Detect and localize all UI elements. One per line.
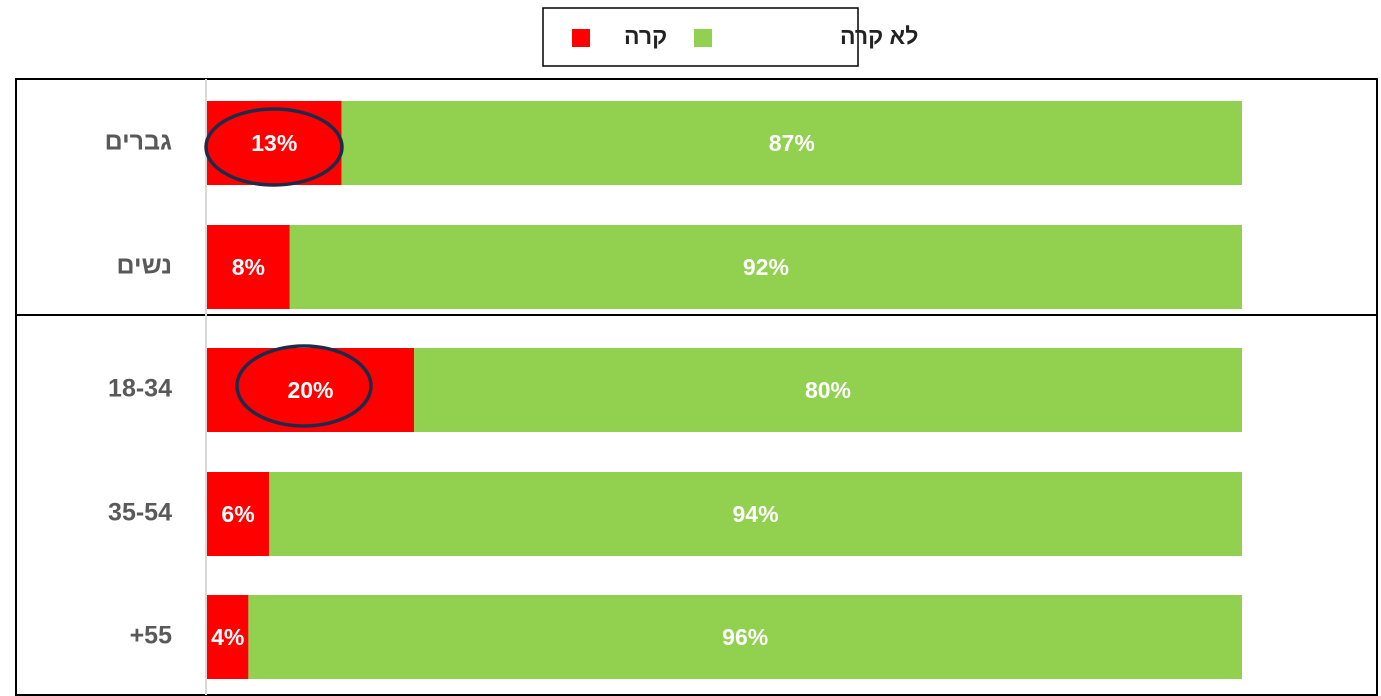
value-label: 20%	[287, 377, 333, 403]
bar-segment	[207, 225, 290, 309]
legend-label: קרה	[624, 23, 667, 49]
bar-segment	[289, 225, 1242, 309]
value-label: 8%	[232, 254, 265, 280]
category-label: נשים	[117, 252, 172, 280]
bar-segment	[207, 348, 414, 432]
category-label: 18-34	[108, 375, 172, 403]
value-label: 92%	[743, 254, 789, 280]
bar-segment	[248, 595, 1242, 679]
category-label: +55	[130, 622, 173, 650]
frame	[15, 78, 1378, 696]
bar-segment	[341, 101, 1242, 185]
category-label: גברים	[105, 128, 172, 156]
value-label: 13%	[251, 130, 297, 156]
bar-segment	[207, 472, 270, 556]
value-label: 80%	[805, 377, 851, 403]
category-label: 35-54	[108, 499, 172, 527]
value-label: 6%	[221, 501, 254, 527]
highlight-ellipse	[204, 107, 344, 187]
value-label: 96%	[722, 624, 768, 650]
legend-swatch	[572, 29, 590, 47]
value-label: 4%	[211, 624, 244, 650]
bar-segment	[269, 472, 1243, 556]
legend-label: לא קרה	[840, 23, 918, 49]
value-label: 94%	[733, 501, 779, 527]
bar-segment	[414, 348, 1242, 432]
bar-segment	[207, 101, 342, 185]
value-label: 87%	[769, 130, 815, 156]
bar-segment	[207, 595, 249, 679]
legend-swatch	[694, 29, 712, 47]
highlight-ellipse	[235, 344, 373, 428]
